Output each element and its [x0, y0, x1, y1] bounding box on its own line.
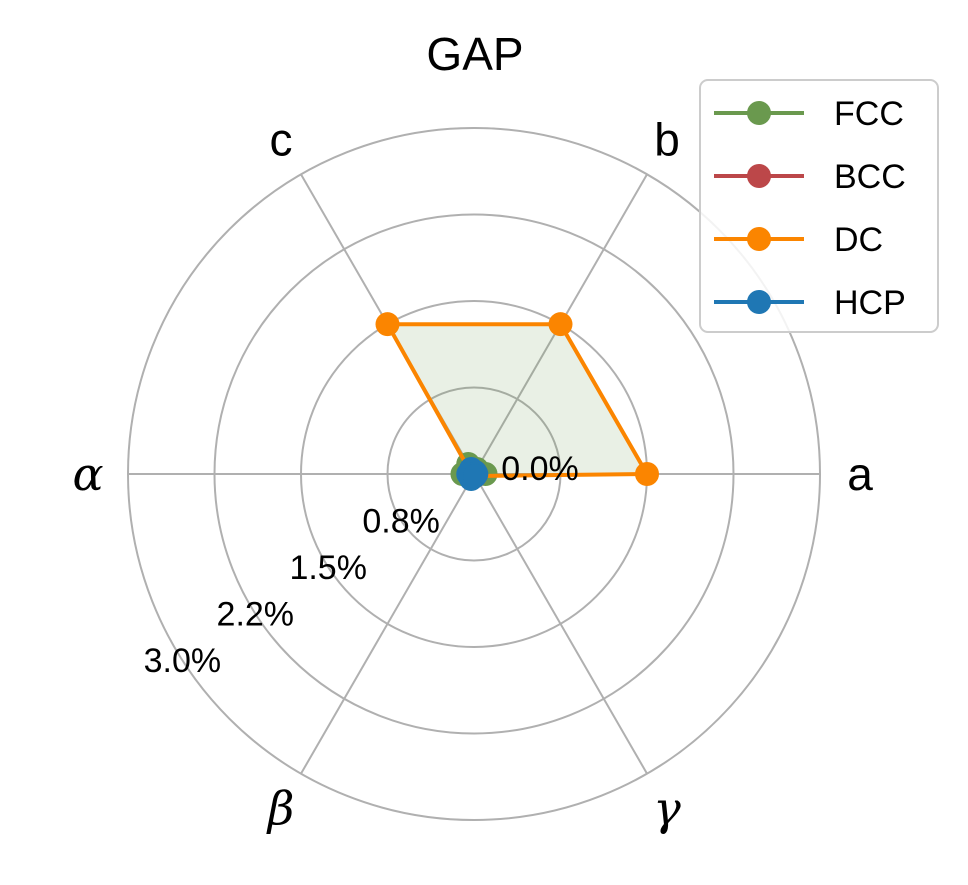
grid-spoke: [300, 473, 475, 775]
data-point: [635, 462, 659, 486]
data-point: [463, 463, 488, 488]
legend-marker: [747, 101, 771, 125]
legend-marker: [747, 290, 771, 314]
axis-labels: a b c α β γ: [72, 114, 873, 836]
grid-spoke: [473, 473, 648, 775]
chart-title: GAP: [426, 28, 523, 80]
radial-tick-labels: 0.0% 0.8% 1.5% 2.2% 3.0%: [144, 450, 579, 680]
legend-label: DC: [834, 221, 883, 259]
legend: FCC BCC DC HCP: [699, 79, 939, 333]
series-layer: [375, 312, 659, 491]
legend-label: HCP: [834, 284, 906, 322]
axis-label: b: [654, 114, 680, 166]
polar-grid: [127, 127, 821, 821]
legend-frame: [699, 79, 939, 333]
axis-label: c: [270, 114, 293, 166]
radial-tick-label: 1.5%: [289, 549, 367, 587]
radial-tick-label: 2.2%: [217, 596, 295, 634]
legend-marker: [747, 164, 771, 188]
radial-tick-label: 0.8%: [362, 503, 440, 541]
axis-label: a: [847, 448, 873, 500]
axis-label: γ: [653, 781, 681, 835]
legend-label: FCC: [834, 95, 904, 133]
axis-label: α: [72, 447, 103, 501]
axis-label: β: [266, 781, 295, 835]
radial-tick-label: 3.0%: [144, 642, 222, 680]
data-point: [375, 312, 400, 337]
radial-tick-label: 0.0%: [501, 450, 579, 488]
data-point: [548, 312, 573, 337]
legend-marker: [747, 227, 771, 251]
legend-label: BCC: [834, 158, 906, 196]
